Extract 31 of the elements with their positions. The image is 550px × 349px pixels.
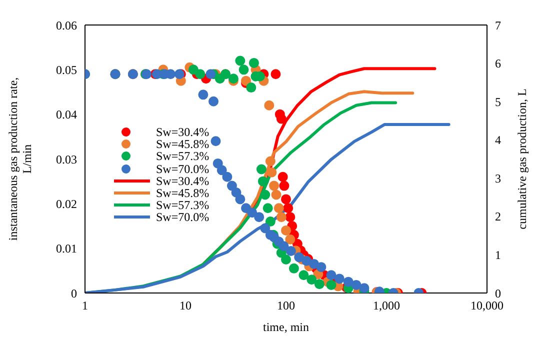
y2-tick-label: 2: [495, 210, 501, 224]
y-tick-label: 0: [71, 286, 77, 300]
y-tick-label: 0.05: [56, 62, 77, 77]
x-tick-label: 1,000: [373, 298, 400, 313]
y2-tick-label: 3: [495, 171, 501, 186]
y2-tick-label: 5: [495, 94, 501, 109]
y2-tick-label: 0: [495, 286, 501, 300]
y2-tick-label: 7: [495, 18, 501, 32]
y2-tick-label: 6: [495, 56, 501, 71]
y2-tick-label: 4: [495, 133, 501, 148]
legend-label: Sw=70.0%: [156, 162, 210, 176]
y-tick-label: 0.02: [56, 196, 77, 211]
y-tick-label: 0.03: [56, 152, 77, 166]
y2-axis-title: cumulative gas production, L: [515, 88, 529, 230]
y-tick-label: 0.01: [56, 242, 77, 256]
y-tick-label: 0.04: [56, 108, 77, 122]
legend-label: Sw=45.8%: [156, 137, 210, 152]
x-tick-label: 10: [180, 298, 192, 313]
x-tick-label: 10,000: [470, 298, 504, 313]
legend-label: Sw=57.3%: [156, 149, 210, 164]
x-axis-title: time, min: [263, 320, 309, 334]
legend-label: Sw=45.8%: [156, 186, 210, 200]
legend-label: Sw=30.4%: [156, 174, 210, 188]
y-axis-title: instantaneous gas production rate, L/min: [6, 77, 34, 241]
legend-label: Sw=70.0%: [156, 210, 210, 224]
x-tick-label: 1: [82, 298, 88, 313]
y-tick-label: 0.06: [56, 18, 77, 32]
x-tick-label: 100: [277, 298, 295, 313]
legend-label: Sw=57.3%: [156, 198, 210, 212]
y2-tick-label: 1: [495, 248, 501, 262]
legend-label: Sw=30.4%: [156, 125, 210, 139]
